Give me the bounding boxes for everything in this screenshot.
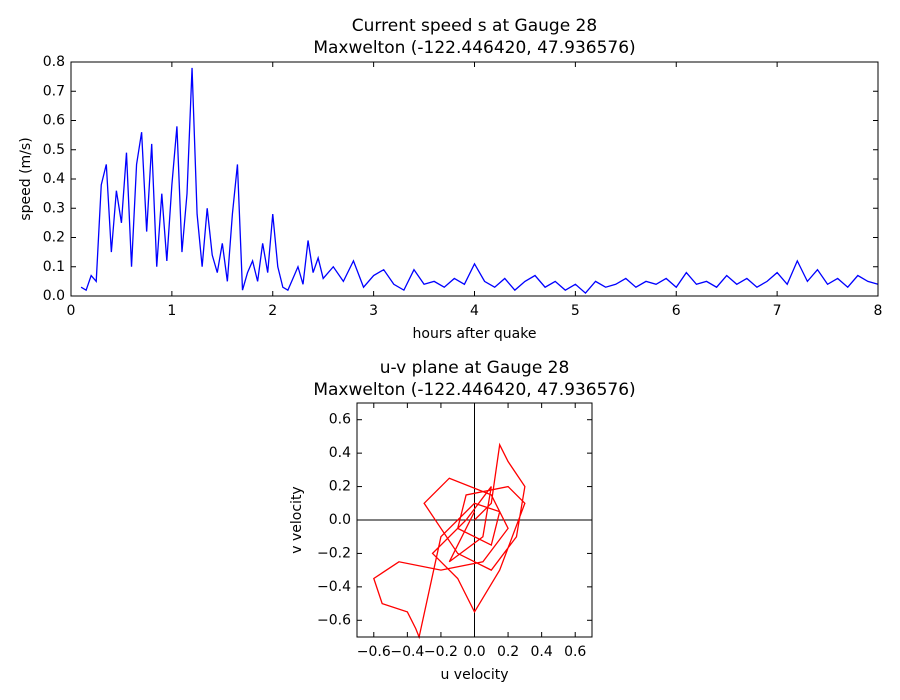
x-tick-label: 7 [773, 303, 782, 319]
y-tick-label: 0.3 [43, 200, 65, 216]
data-line [373, 442, 526, 640]
y-axis-label: v velocity [289, 486, 305, 553]
x-tick-label: 8 [874, 303, 883, 319]
x-tick-label: −0.4 [390, 644, 424, 660]
y-tick-label: 0.6 [329, 412, 351, 428]
y-tick-label: 0.8 [43, 54, 65, 70]
x-tick-label: −0.6 [357, 644, 391, 660]
x-tick-label: 5 [571, 303, 580, 319]
chart-title: Maxwelton (-122.446420, 47.936576) [313, 380, 635, 400]
x-tick-label: 3 [369, 303, 378, 319]
y-tick-label: −0.2 [317, 545, 351, 561]
x-tick-label: 0.4 [531, 644, 553, 660]
x-tick-label: 2 [268, 303, 277, 319]
y-tick-label: 0.1 [43, 259, 65, 275]
y-tick-label: 0.4 [329, 445, 351, 461]
y-axis-label: speed (m/s) [18, 137, 34, 220]
y-tick-label: 0.5 [43, 142, 65, 158]
y-tick-label: 0.0 [43, 288, 65, 304]
y-tick-label: −0.6 [317, 612, 351, 628]
y-tick-label: 0.2 [43, 230, 65, 246]
x-axis-label: u velocity [440, 667, 508, 683]
y-tick-label: 0.4 [43, 171, 65, 187]
data-line [80, 67, 879, 294]
y-tick-label: −0.4 [317, 579, 351, 595]
x-tick-label: −0.2 [424, 644, 458, 660]
y-tick-label: 0.0 [329, 512, 351, 528]
x-tick-label: 0.0 [463, 644, 485, 660]
x-tick-label: 6 [672, 303, 681, 319]
chart-title: u-v plane at Gauge 28 [380, 358, 570, 378]
y-tick-label: 0.2 [329, 479, 351, 495]
x-axis-label: hours after quake [413, 326, 537, 342]
chart-title: Current speed s at Gauge 28 [352, 16, 597, 36]
axes-frame [70, 61, 879, 297]
x-tick-label: 0.6 [564, 644, 586, 660]
x-tick-label: 1 [167, 303, 176, 319]
x-tick-label: 0.2 [497, 644, 519, 660]
y-tick-label: 0.6 [43, 113, 65, 129]
x-tick-label: 0 [67, 303, 76, 319]
x-tick-label: 4 [470, 303, 479, 319]
y-tick-label: 0.7 [43, 83, 65, 99]
chart-title: Maxwelton (-122.446420, 47.936576) [313, 38, 635, 58]
